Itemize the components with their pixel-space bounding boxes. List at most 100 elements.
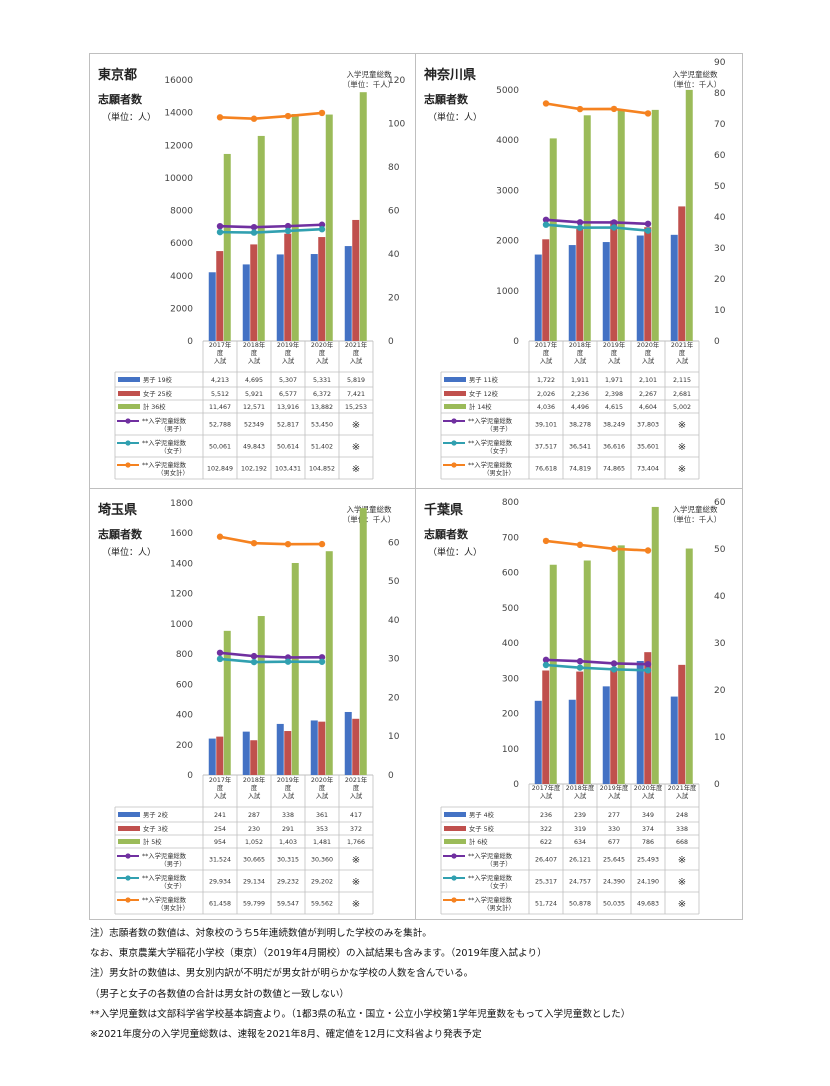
left-tick-label: 6000 [170, 239, 193, 249]
row-label: **入学児童総数 [142, 873, 187, 882]
bar-女子 5校 [576, 671, 584, 784]
legend-key [444, 377, 466, 382]
table-cell: 24,390 [603, 879, 625, 886]
left-tick-label: 400 [176, 711, 193, 721]
bar-男子 11校 [534, 254, 542, 341]
category-label: 2018年 [243, 775, 265, 784]
bar-計 36校 [359, 92, 367, 341]
category-label: 入試 [282, 356, 295, 365]
table-cell: 29,934 [209, 879, 231, 886]
left-tick-label: 700 [502, 533, 519, 543]
table-cell: 30,315 [277, 857, 299, 864]
right-axis-title: 入学児童総数 [673, 69, 718, 79]
point-**入学児童総数（女子） [542, 221, 550, 228]
left-tick-label: 0 [187, 337, 193, 347]
right-tick-label: 40 [388, 250, 400, 260]
table-cell: 29,134 [243, 879, 265, 886]
left-tick-label: 1400 [170, 559, 193, 569]
legend-key [118, 404, 140, 409]
right-tick-label: 60 [388, 538, 400, 548]
row-label: （男女計） [157, 468, 188, 477]
left-tick-label: 300 [502, 674, 519, 684]
right-tick-label: 10 [714, 733, 726, 743]
table-cell: 239 [574, 812, 586, 819]
category-label: 度 [217, 348, 224, 357]
legend-key-marker [451, 440, 457, 446]
point-**入学児童総数（男子） [576, 658, 584, 665]
table-cell: 677 [608, 839, 620, 846]
table-cell: 230 [248, 826, 260, 833]
line-**入学児童総数（女子） [219, 227, 323, 234]
point-**入学児童総数（男女計） [318, 540, 326, 548]
point-**入学児童総数（男子） [318, 654, 326, 661]
point-**入学児童総数（男子） [644, 660, 652, 668]
legend-key [444, 391, 466, 396]
row-label: （女子） [486, 881, 511, 890]
row-label: 男子 2校 [143, 810, 169, 819]
bar-計 5校 [257, 616, 265, 775]
point-**入学児童総数（女子） [576, 664, 584, 671]
point-**入学児童総数（男女計） [318, 109, 326, 117]
category-label: 入試 [642, 356, 655, 365]
footnote: **入学児童数は文部科学省学校基本調査より。（1都3県の私立・国立・公立小学校第… [90, 1008, 631, 1020]
right-tick-label: 30 [714, 639, 726, 649]
footnote: なお、東京農業大学稲花小学校（東京）（2019年4月開校）の入試結果も含みます。… [90, 948, 547, 960]
row-label: 女子 25校 [143, 389, 173, 398]
legend-key [444, 404, 466, 409]
row-label: （男子） [160, 425, 185, 433]
table-cell: 2,236 [571, 391, 589, 398]
category-label: 度 [645, 348, 652, 357]
table-cell: 38,278 [569, 422, 591, 429]
point-**入学児童総数（男女計） [576, 541, 584, 549]
table-cell: 29,202 [311, 879, 333, 886]
category-label: 度 [251, 348, 258, 357]
table-cell: 103,431 [275, 466, 301, 473]
table-cell: 29,232 [277, 879, 299, 886]
legend-key-marker [451, 875, 457, 881]
bar-女子 12校 [678, 206, 686, 341]
category-label: 2020年 [637, 340, 659, 349]
right-tick-label: 60 [714, 151, 726, 161]
table-cell: 52349 [244, 422, 264, 429]
right-axis-title: 入学児童総数 [347, 69, 392, 79]
table-cell: 26,121 [569, 857, 591, 864]
left-tick-label: 800 [502, 498, 519, 508]
bar-女子 3校 [352, 718, 360, 775]
category-label: 2021年 [345, 775, 367, 784]
line-**入学児童総数（男女計） [545, 539, 649, 552]
row-label: **入学児童総数 [468, 895, 513, 904]
category-label: 2018年 [569, 340, 591, 349]
category-label: 入試 [608, 791, 621, 800]
bar-計 36校 [325, 114, 333, 342]
category-label: 入試 [316, 356, 329, 365]
bar-男子 2校 [276, 723, 284, 775]
bar-女子 25校 [284, 233, 292, 341]
table-cell: 50,035 [603, 901, 625, 908]
point-**入学児童総数（女子） [318, 226, 326, 233]
table-cell: 49,843 [243, 444, 265, 451]
table-cell: 1,481 [313, 839, 331, 846]
left-tick-label: 5000 [496, 86, 519, 96]
row-label: （女子） [486, 446, 511, 455]
category-label: 2019年 [603, 340, 625, 349]
table-cell: 277 [608, 812, 620, 819]
legend-key-marker [451, 462, 457, 468]
right-axis-unit: （単位：千人） [669, 514, 722, 524]
table-cell: 241 [214, 812, 226, 819]
category-label: 2017年 [209, 340, 231, 349]
right-tick-label: 40 [714, 592, 726, 602]
bar-男子 11校 [636, 235, 644, 341]
right-axis-title: 入学児童総数 [673, 504, 718, 514]
category-label: 度 [353, 348, 360, 357]
table-cell: 2,398 [605, 391, 623, 398]
left-tick-label: 16000 [164, 76, 193, 86]
category-label: 入試 [540, 791, 553, 800]
row-label: **入学児童総数 [142, 851, 187, 860]
unit-label: （単位：人） [102, 546, 156, 558]
legend-key [444, 812, 466, 817]
bar-女子 5校 [542, 670, 550, 784]
table-cell: 349 [642, 812, 654, 819]
table-cell: 59,562 [311, 901, 333, 908]
chart-svg: 千葉県志願者数（単位：人）入学児童総数（単位：千人）80070060050040… [424, 498, 726, 915]
bar-男子 4校 [602, 686, 610, 784]
